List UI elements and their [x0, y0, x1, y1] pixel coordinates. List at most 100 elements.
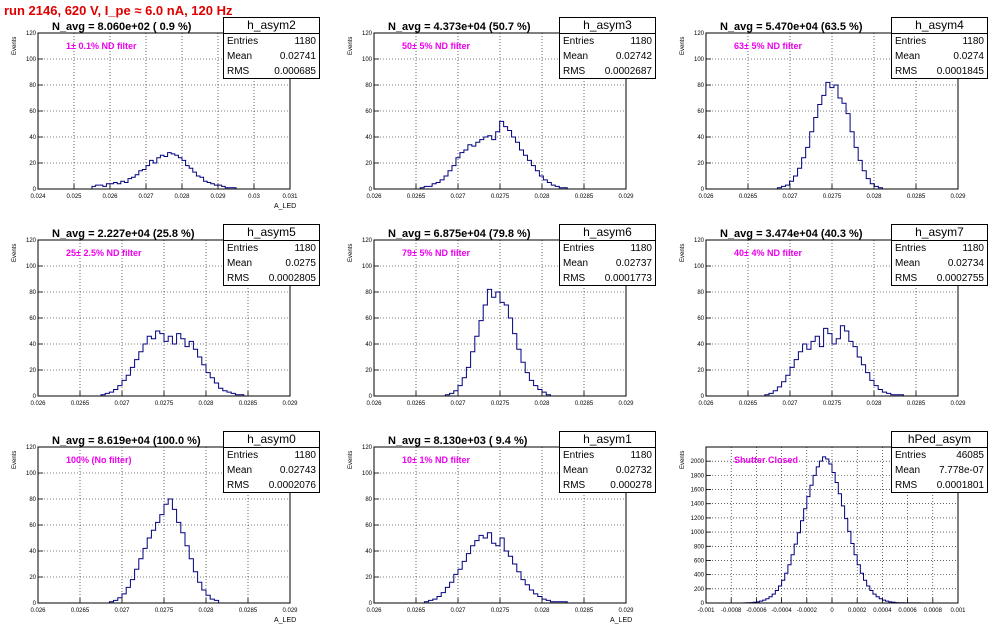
x-tick-label: 0.027	[782, 194, 798, 200]
histogram-panel-h_asym3: 0.026 0.0265 0.027 0.0275 0.028 0.0285 0.029 0 2…	[336, 15, 656, 215]
x-tick-label: 0.0275	[491, 608, 510, 614]
x-tick-label: 0.031	[282, 194, 298, 200]
stat-value: 0.02742	[615, 51, 652, 62]
stat-row-entries: Entries 1180	[224, 241, 319, 256]
stat-value: 1180	[294, 36, 316, 47]
stat-value: 0.0001801	[936, 480, 984, 491]
x-tick-label: 0.029	[950, 194, 966, 200]
y-axis-label: Events	[348, 243, 354, 262]
stat-label: Mean	[895, 51, 921, 62]
y-tick-label: 1600	[691, 488, 705, 494]
stat-row-entries: Entries 1180	[892, 241, 987, 256]
stat-row-entries: Entries 1180	[560, 34, 655, 49]
stat-value: 1180	[630, 450, 652, 461]
x-tick-label: 0.0265	[407, 194, 426, 200]
stat-label: Mean	[895, 258, 921, 269]
stat-row-rms: RMS 0.0002755	[892, 271, 987, 286]
histogram-series	[743, 456, 921, 604]
x-tick-label: 0.0275	[823, 401, 842, 407]
histogram-series	[776, 81, 883, 189]
y-tick-label: 1400	[691, 502, 705, 508]
stat-value: 0.0002755	[936, 273, 984, 284]
histogram-name: hPed_asym	[892, 432, 987, 448]
y-tick-label: 40	[365, 135, 372, 141]
stat-row-entries: Entries 1180	[224, 448, 319, 463]
stat-value: 0.000278	[610, 480, 652, 491]
x-tick-label: 0.026	[698, 401, 714, 407]
x-tick-label: 0.028	[198, 608, 214, 614]
stat-label: RMS	[563, 480, 586, 491]
y-tick-label: 20	[697, 368, 704, 374]
y-tick-label: 400	[694, 573, 705, 579]
stat-row-rms: RMS 0.0002805	[224, 271, 319, 286]
histogram-series	[100, 330, 245, 396]
y-tick-label: 100	[694, 57, 705, 63]
navg-label: N_avg = 8.060e+02 ( 0.9 %)	[52, 21, 192, 33]
histogram-panel-h_asym7: 0.026 0.0265 0.027 0.0275 0.028 0.0285 0.029 0 2…	[668, 222, 988, 422]
stat-label: Mean	[563, 51, 589, 62]
stat-value: 0.0002805	[268, 273, 316, 284]
navg-label: N_avg = 5.470e+04 (63.5 %)	[720, 21, 863, 33]
y-axis-label: Events	[12, 243, 18, 262]
stat-box: h_asym2 Entries 1180 Mean 0.02741 RMS 0.000685	[223, 17, 320, 79]
x-tick-label: 0.026	[30, 608, 46, 614]
stat-label: RMS	[895, 273, 918, 284]
stat-label: Entries	[227, 243, 259, 254]
stat-value: 46085	[956, 450, 984, 461]
stat-label: Entries	[227, 450, 259, 461]
y-tick-label: 120	[694, 238, 705, 244]
stat-value: 0.02734	[947, 258, 984, 269]
stat-label: RMS	[227, 480, 250, 491]
stat-box: h_asym5 Entries 1180 Mean 0.0275 RMS 0.0002805	[223, 224, 320, 286]
x-tick-label: 0.029	[618, 401, 634, 407]
y-tick-label: 60	[29, 316, 36, 322]
x-tick-label: 0.029	[210, 194, 226, 200]
stat-row-entries: Entries 46085	[892, 448, 987, 463]
stat-row-mean: Mean 0.02734	[892, 256, 987, 271]
y-tick-label: 20	[365, 575, 372, 581]
y-tick-label: 20	[697, 161, 704, 167]
y-axis-label: Events	[680, 450, 686, 469]
y-tick-label: 0	[701, 187, 705, 193]
stat-box: h_asym7 Entries 1180 Mean 0.02734 RMS 0.000275…	[891, 224, 988, 286]
stat-label: Mean	[227, 465, 253, 476]
filter-annotation: 63± 5% ND filter	[734, 41, 802, 51]
y-tick-label: 120	[26, 31, 37, 37]
stat-box: hPed_asym Entries 46085 Mean 7.778e-07 RMS 0.0…	[891, 431, 988, 493]
x-tick-label: 0.0006	[898, 608, 917, 614]
stat-label: Entries	[895, 36, 927, 47]
histogram-panel-h_asym1: 0.026 0.0265 0.027 0.0275 0.028 0.0285 0.029 0 2…	[336, 429, 656, 629]
histogram-name: h_asym5	[224, 225, 319, 241]
stat-value: 1180	[630, 243, 652, 254]
y-tick-label: 0	[33, 187, 37, 193]
y-tick-label: 120	[362, 445, 373, 451]
filter-annotation: 25± 2.5% ND filter	[66, 248, 142, 258]
y-axis-label: Events	[348, 36, 354, 55]
y-tick-label: 0	[701, 394, 705, 400]
stat-label: Mean	[563, 258, 589, 269]
filter-annotation: 10± 1% ND filter	[402, 455, 470, 465]
x-tick-label: 0.028	[534, 608, 550, 614]
x-tick-label: 0.029	[950, 401, 966, 407]
stat-label: Mean	[895, 465, 921, 476]
stat-label: RMS	[895, 480, 918, 491]
y-tick-label: 40	[29, 549, 36, 555]
stat-label: Entries	[895, 243, 927, 254]
navg-label: N_avg = 3.474e+04 (40.3 %)	[720, 228, 863, 240]
y-tick-label: 80	[29, 83, 36, 89]
y-tick-label: 20	[29, 161, 36, 167]
y-tick-label: 40	[365, 549, 372, 555]
stat-row-mean: Mean 0.0274	[892, 49, 987, 64]
y-tick-label: 60	[365, 109, 372, 115]
x-tick-label: 0.028	[174, 194, 190, 200]
filter-annotation: 40± 4% ND filter	[734, 248, 802, 258]
navg-label: N_avg = 8.619e+04 (100.0 %)	[52, 435, 201, 447]
y-tick-label: 0	[701, 601, 705, 607]
y-tick-label: 80	[29, 290, 36, 296]
x-tick-label: 0.026	[102, 194, 118, 200]
y-tick-label: 80	[697, 83, 704, 89]
x-tick-label: 0.027	[782, 401, 798, 407]
y-tick-label: 60	[365, 523, 372, 529]
y-tick-label: 60	[29, 523, 36, 529]
stat-label: Entries	[227, 36, 259, 47]
